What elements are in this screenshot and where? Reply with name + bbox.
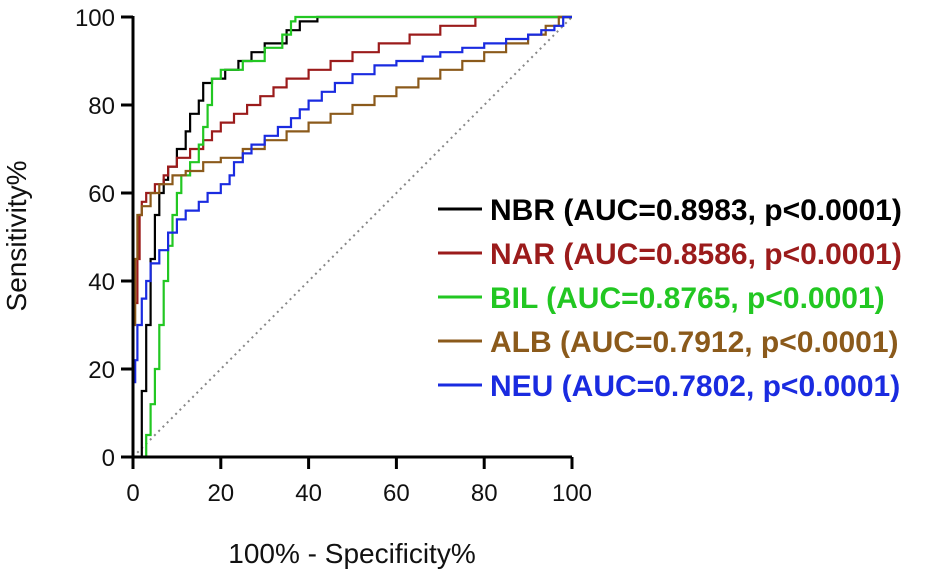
y-tick-label: 20 xyxy=(88,357,115,384)
roc-curve-nar xyxy=(131,15,572,457)
roc-curve-neu xyxy=(131,15,572,457)
legend-label: NAR (AUC=0.8586, p<0.0001) xyxy=(490,238,902,271)
x-tick-label: 60 xyxy=(383,480,410,507)
y-tick-label: 60 xyxy=(88,181,115,208)
plot-area xyxy=(131,15,573,459)
roc-curve-nbr xyxy=(133,15,572,459)
legend-label: ALB (AUC=0.7912, p<0.0001) xyxy=(490,326,899,359)
x-tick-label: 80 xyxy=(471,480,498,507)
y-tick-label: 0 xyxy=(102,445,115,472)
y-axis-title: Sensitivity% xyxy=(1,161,32,312)
y-tick-label: 40 xyxy=(88,269,115,296)
roc-curve-alb xyxy=(131,15,572,457)
reference-diagonal-line xyxy=(132,16,573,458)
legend: NBR (AUC=0.8983, p<0.0001) NAR (AUC=0.858… xyxy=(438,194,902,403)
axes: 0 20 40 60 80 100 0 20 40 60 80 100 xyxy=(75,5,592,507)
x-tick-label: 40 xyxy=(295,480,322,507)
y-tick-label: 80 xyxy=(88,93,115,120)
x-tick-label: 100 xyxy=(552,480,592,507)
y-tick-label: 100 xyxy=(75,5,115,32)
legend-label: NBR (AUC=0.8983, p<0.0001) xyxy=(490,194,902,227)
x-axis-title: 100% - Specificity% xyxy=(228,538,475,569)
x-tick-label: 20 xyxy=(207,480,234,507)
legend-label: BIL (AUC=0.8765, p<0.0001) xyxy=(490,282,885,315)
legend-label: NEU (AUC=0.7802, p<0.0001) xyxy=(490,370,900,403)
roc-curve-bil xyxy=(133,15,572,459)
x-tick-label: 0 xyxy=(126,480,139,507)
